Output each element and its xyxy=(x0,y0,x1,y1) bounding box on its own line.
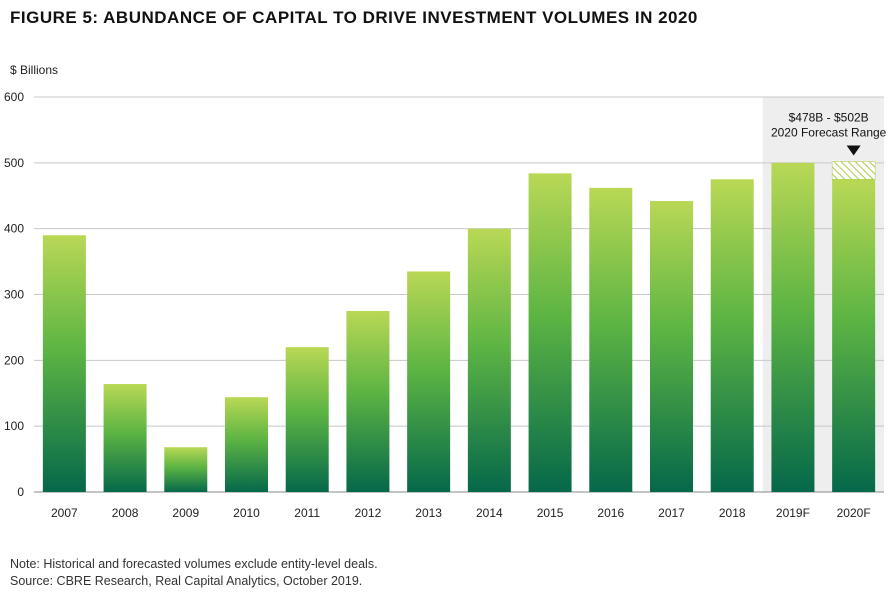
note-text: Note: Historical and forecasted volumes … xyxy=(10,557,378,571)
x-tick-label: 2015 xyxy=(537,506,564,520)
y-tick-label: 200 xyxy=(4,353,24,367)
x-tick-label: 2012 xyxy=(355,506,382,520)
y-tick-label: 300 xyxy=(4,288,24,302)
bar-2010 xyxy=(225,397,268,492)
bar-2017 xyxy=(650,201,693,492)
bar-2012 xyxy=(346,310,390,492)
y-tick-label: 100 xyxy=(4,419,24,433)
bar-2007 xyxy=(42,235,86,492)
bar-2016 xyxy=(589,187,633,492)
x-tick-label: 2014 xyxy=(476,506,503,520)
source-text: Source: CBRE Research, Real Capital Anal… xyxy=(10,574,363,588)
bar-2013 xyxy=(407,271,451,492)
bar-2009 xyxy=(164,447,208,492)
x-tick-label: 2011 xyxy=(294,506,320,520)
x-tick-label: 2020F xyxy=(837,506,871,520)
forecast-range-label: $478B - $502B xyxy=(789,111,869,125)
y-axis-unit-label: $ Billions xyxy=(10,63,59,77)
bar-2020f xyxy=(832,179,876,492)
x-tick-label: 2016 xyxy=(597,506,624,520)
bar-2019f xyxy=(771,162,815,493)
chart-footnote: Note: Historical and forecasted volumes … xyxy=(10,556,378,590)
x-tick-label: 2019F xyxy=(776,506,810,520)
y-tick-label: 400 xyxy=(4,222,24,236)
x-tick-label: 2013 xyxy=(415,506,442,520)
forecast-range-caption: 2020 Forecast Range xyxy=(771,126,887,140)
bar-2014 xyxy=(467,228,511,492)
forecast-arrow-icon xyxy=(846,145,861,156)
bar-2011 xyxy=(285,347,329,492)
y-tick-label: 600 xyxy=(4,90,24,104)
y-tick-label: 500 xyxy=(4,156,24,170)
x-tick-label: 2007 xyxy=(51,506,78,520)
forecast-range-hatch xyxy=(831,161,876,180)
x-tick-label: 2008 xyxy=(112,506,139,520)
x-tick-label: 2010 xyxy=(233,506,260,520)
x-tick-label: 2009 xyxy=(172,506,199,520)
chart-title: FIGURE 5: ABUNDANCE OF CAPITAL TO DRIVE … xyxy=(10,8,698,27)
bar-2008 xyxy=(103,384,147,492)
y-tick-label: 0 xyxy=(17,485,24,499)
x-tick-label: 2017 xyxy=(658,506,685,520)
bar-2018 xyxy=(710,179,754,492)
bar-2015 xyxy=(528,173,572,492)
x-tick-label: 2018 xyxy=(719,506,746,520)
